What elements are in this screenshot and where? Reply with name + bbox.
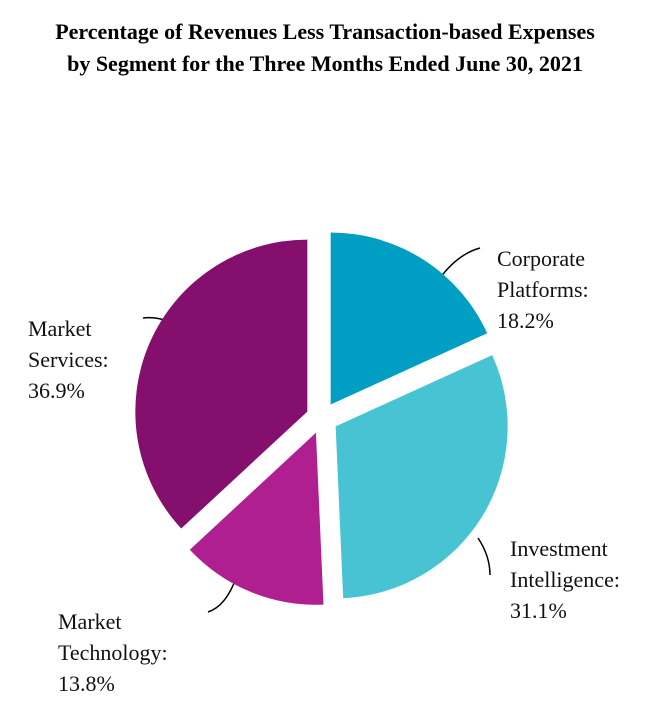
pie-slice xyxy=(189,432,324,605)
slice-label: Market Technology: 13.8% xyxy=(58,606,198,699)
category-label: Market Technology: xyxy=(58,609,168,665)
slice-label: Market Services: 36.9% xyxy=(28,313,128,406)
value-label: 13.8% xyxy=(58,671,115,696)
value-label: 18.2% xyxy=(497,308,554,333)
value-label: 31.1% xyxy=(510,598,567,623)
pie-slice xyxy=(330,232,488,405)
leader-line xyxy=(477,537,491,576)
category-label: Market Services: xyxy=(28,316,109,372)
leader-line xyxy=(439,247,481,279)
category-label: Corporate Platforms: xyxy=(497,246,589,302)
pie-slice xyxy=(335,355,508,599)
leader-line xyxy=(207,577,237,613)
slice-label: Investment Intelligence: 31.1% xyxy=(510,533,650,626)
slice-label: Corporate Platforms: 18.2% xyxy=(497,243,627,336)
pie-slice xyxy=(135,239,308,529)
category-label: Investment Intelligence: xyxy=(510,536,620,592)
chart-title: Percentage of Revenues Less Transaction-… xyxy=(55,19,595,76)
value-label: 36.9% xyxy=(28,378,85,403)
